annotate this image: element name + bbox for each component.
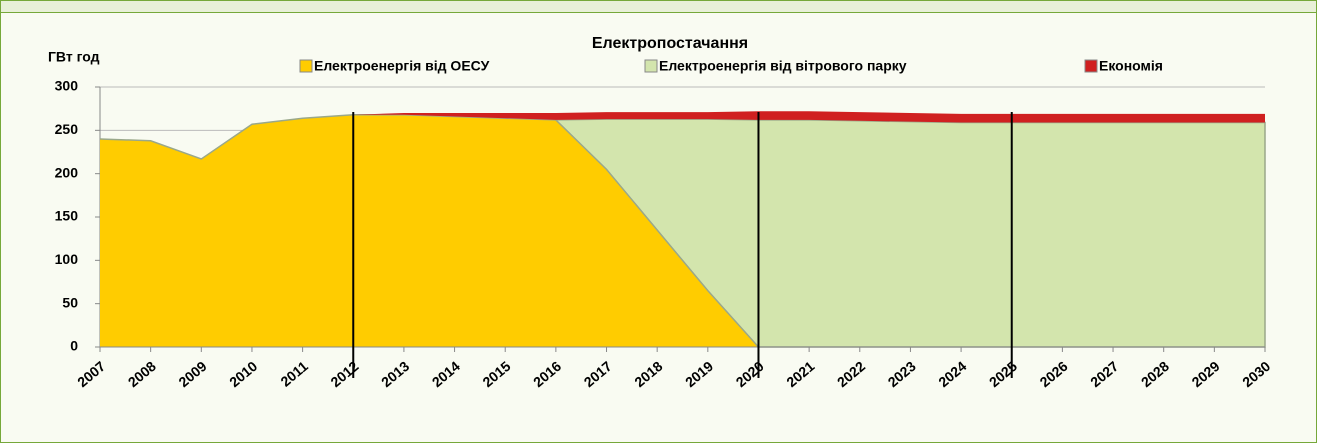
legend-swatch: [299, 59, 313, 73]
y-tick-label: 150: [55, 208, 79, 224]
area: [100, 111, 1265, 159]
header-strip: [0, 0, 1317, 13]
chart-title: Електропостачання: [592, 35, 748, 52]
y-tick-label: 100: [55, 251, 79, 267]
y-tick-label: 0: [70, 338, 78, 354]
y-axis-label: ГВт год: [48, 49, 100, 65]
y-tick-label: 300: [55, 78, 79, 94]
area: [100, 114, 1265, 347]
legend-label: Економія: [1099, 58, 1163, 74]
y-tick-label: 200: [55, 164, 79, 180]
area: [99, 113, 1266, 348]
legend-label: Електроенергія від вітрового парку: [659, 58, 907, 74]
y-tick-label: 50: [62, 294, 78, 310]
legend-label: Електроенергія від ОЕСУ: [314, 58, 490, 74]
y-tick-label: 250: [55, 121, 79, 137]
legend-swatch: [1084, 59, 1098, 73]
legend-swatch: [644, 59, 658, 73]
